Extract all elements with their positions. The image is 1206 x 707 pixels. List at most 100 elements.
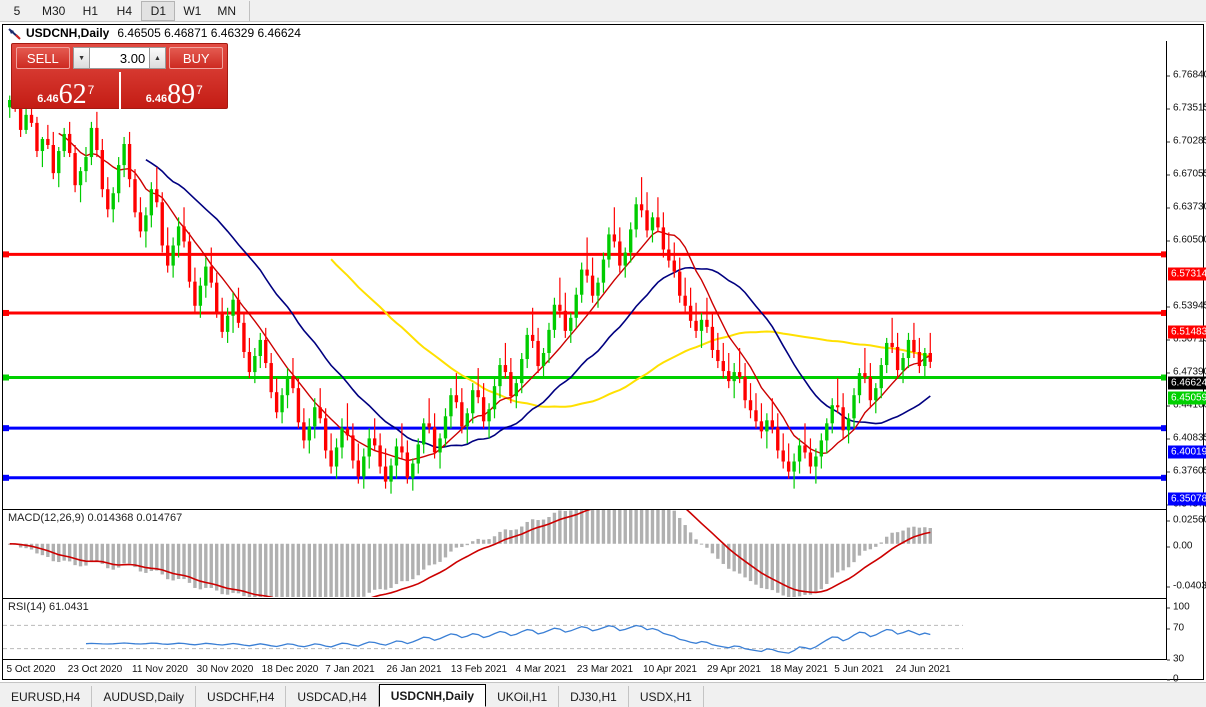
level-handle xyxy=(1161,309,1167,316)
date-tick-label: 18 Dec 2020 xyxy=(261,664,319,675)
chart-tab[interactable]: USDX,H1 xyxy=(629,686,704,707)
symbol-title: USDCNH,Daily xyxy=(26,26,110,40)
level-price-tag[interactable]: 6.45059 xyxy=(1168,391,1206,405)
date-tick-label: 23 Mar 2021 xyxy=(576,664,634,675)
trade-panel-controls: SELL ▼ 3.00 ▲ BUY xyxy=(12,44,227,72)
level-handle xyxy=(3,251,9,258)
date-tick-label: 30 Nov 2020 xyxy=(196,664,254,675)
rsi-line xyxy=(85,624,931,654)
ohlc-values: 6.46505 6.46871 6.46329 6.46624 xyxy=(117,26,301,40)
price-tick: 6.60500 xyxy=(1167,235,1206,246)
level-handle xyxy=(1161,425,1167,432)
indicator-tick: 0.025609 xyxy=(1167,515,1206,526)
date-tick-label: 5 Jun 2021 xyxy=(834,664,884,675)
timeframe-button-d1[interactable]: D1 xyxy=(141,0,176,21)
level-price-tag[interactable]: 6.35078 xyxy=(1168,492,1206,506)
chevron-down-icon: ▼ xyxy=(78,54,86,62)
level-price-tag[interactable]: 6.40019 xyxy=(1168,445,1206,459)
price-tick: 6.70285 xyxy=(1167,136,1206,147)
indicator-tick: 0.00 xyxy=(1167,541,1192,552)
one-click-trading-panel[interactable]: SELL ▼ 3.00 ▲ BUY 6.46 62 7 6 xyxy=(11,43,228,110)
macd-label: MACD(12,26,9) 0.014368 0.014767 xyxy=(8,512,183,524)
price-tick: 6.40835 xyxy=(1167,433,1206,444)
candle-series xyxy=(8,86,932,494)
date-axis: 5 Oct 2020 23 Oct 2020 11 Nov 2020 30 Nov 2… xyxy=(3,659,1167,679)
level-price-tag[interactable]: 6.57314 xyxy=(1168,267,1206,281)
chart-tab[interactable]: EURUSD,H4 xyxy=(0,686,93,707)
level-handle xyxy=(1161,251,1167,258)
macd-signal-line xyxy=(9,510,931,597)
price-tick: 6.73515 xyxy=(1167,103,1206,114)
date-tick-label: 10 Apr 2021 xyxy=(643,664,697,675)
volume-increment-button[interactable]: ▲ xyxy=(149,47,166,69)
chart-header: USDCNH,Daily 6.46505 6.46871 6.46329 6.4… xyxy=(3,25,1203,41)
sell-price-prefix: 6.46 xyxy=(37,93,59,105)
buy-price[interactable]: 6.46 89 7 xyxy=(118,72,228,110)
level-handle xyxy=(3,425,9,432)
price-tick: 6.53945 xyxy=(1167,301,1206,312)
price-tick: 6.76840 xyxy=(1167,70,1206,81)
timeframe-button-m30[interactable]: M30 xyxy=(42,3,66,18)
current-price-tag[interactable]: 6.46624 xyxy=(1168,376,1206,390)
price-tick: 6.63730 xyxy=(1167,202,1206,213)
sell-button[interactable]: SELL xyxy=(16,47,70,69)
level-price-tag[interactable]: 6.51483 xyxy=(1168,325,1206,339)
date-tick-label: 29 Apr 2021 xyxy=(707,664,761,675)
timeframe-button-mn[interactable]: MN xyxy=(217,3,237,18)
level-handle xyxy=(3,474,9,481)
chart-tab-bar: EURUSD,H4 AUDUSD,Daily USDCHF,H4 USDCAD,H4 U… xyxy=(0,682,1206,707)
indicator-tick: 70 xyxy=(1167,623,1184,634)
timeframe-button-h1[interactable]: H1 xyxy=(82,3,99,18)
date-tick-label: 18 May 2021 xyxy=(770,664,828,675)
chart-tab[interactable]: DJ30,H1 xyxy=(559,686,629,707)
ma-mid-line xyxy=(145,159,931,449)
chart-tab[interactable]: UKOil,H1 xyxy=(486,686,560,707)
level-handle xyxy=(3,309,9,316)
price-pane[interactable] xyxy=(3,41,1167,501)
macd-histogram xyxy=(8,510,932,597)
chart-area[interactable]: USDCNH,Daily 6.46505 6.46871 6.46329 6.4… xyxy=(2,24,1206,685)
chart-tab[interactable]: AUDUSD,Daily xyxy=(92,686,197,707)
price-tick: 6.44160 xyxy=(1167,400,1206,411)
candlestick-plot xyxy=(3,86,1167,494)
level-handle xyxy=(1161,374,1167,381)
timeframe-button-h4[interactable]: H4 xyxy=(116,3,133,18)
macd-pane[interactable]: MACD(12,26,9) 0.014368 0.014767 xyxy=(3,509,1167,597)
timeframe-toolbar: 5 M30 H1 H4 D1 W1 MN xyxy=(0,0,1206,22)
indicator-tick: 0 xyxy=(1167,674,1179,685)
indicator-tick: 100 xyxy=(1167,602,1190,613)
timeframe-button-m5[interactable]: 5 xyxy=(13,3,21,18)
price-scale[interactable]: 6.76840 6.73515 6.70285 6.67055 6.63730 6.605… xyxy=(1166,41,1206,685)
chart-tab[interactable]: USDCHF,H4 xyxy=(196,686,287,707)
price-tick: 6.47390 xyxy=(1167,367,1206,378)
buy-price-prefix: 6.46 xyxy=(145,93,168,105)
price-tick: 6.67055 xyxy=(1167,169,1206,180)
level-handle xyxy=(1161,474,1167,481)
indicator-tick: 30 xyxy=(1167,654,1184,665)
toolbar-divider xyxy=(249,0,251,21)
trade-panel-quotes: 6.46 62 7 6.46 89 7 xyxy=(12,72,227,110)
timeframe-button-w1[interactable]: W1 xyxy=(183,3,202,18)
ma-slow-line xyxy=(330,258,931,408)
rsi-pane[interactable]: RSI(14) 61.0431 xyxy=(3,598,1167,670)
crosshair-cursor-icon xyxy=(8,28,21,40)
chevron-up-icon: ▲ xyxy=(153,54,161,62)
rsi-plot xyxy=(3,624,963,654)
sell-price-fraction: 7 xyxy=(87,83,95,97)
buy-price-main: 89 xyxy=(167,79,196,110)
rsi-label: RSI(14) 61.0431 xyxy=(8,601,89,613)
volume-decrement-button[interactable]: ▼ xyxy=(73,47,90,69)
date-tick-label: 24 Jun 2021 xyxy=(895,664,951,675)
buy-button[interactable]: BUY xyxy=(169,47,224,69)
buy-price-fraction: 7 xyxy=(196,83,203,97)
date-tick-label: 23 Oct 2020 xyxy=(67,664,123,675)
sell-price[interactable]: 6.46 62 7 xyxy=(12,72,119,110)
macd-plot xyxy=(8,510,932,597)
date-tick-label: 4 Mar 2021 xyxy=(515,664,567,675)
price-tick: 6.37605 xyxy=(1167,466,1206,477)
chart-tab-active[interactable]: USDCNH,Daily xyxy=(378,684,487,707)
chart-tab[interactable]: USDCAD,H4 xyxy=(286,686,379,707)
date-tick-label: 26 Jan 2021 xyxy=(386,664,442,675)
volume-input[interactable]: 3.00 xyxy=(89,47,150,69)
date-tick-label: 5 Oct 2020 xyxy=(6,664,56,675)
